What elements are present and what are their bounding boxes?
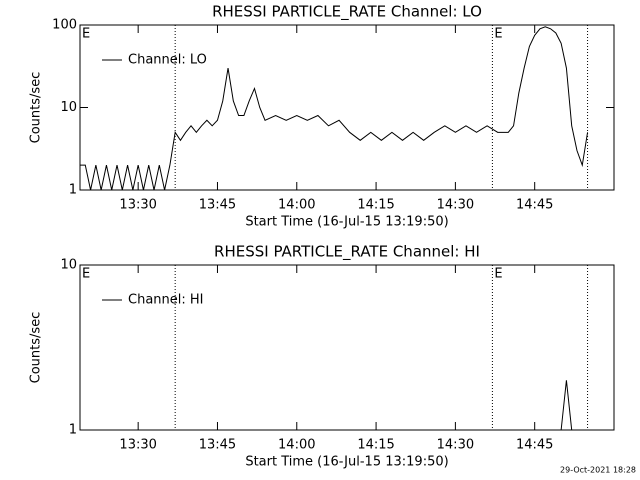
x-tick-label: 14:00: [278, 198, 315, 213]
x-tick-label: 14:30: [437, 198, 474, 213]
y-axis-label: Counts/sec: [29, 72, 44, 144]
footer: 29-Oct-2021 18:28: [560, 466, 636, 475]
x-tick-label: 13:45: [199, 438, 236, 453]
legend-label: Channel: HI: [128, 293, 204, 308]
x-tick-label: 14:45: [516, 438, 553, 453]
x-axis-label: Start Time (16-Jul-15 13:19:50): [245, 455, 448, 470]
y-tick-label: 1: [69, 183, 77, 198]
x-tick-label: 14:00: [278, 438, 315, 453]
x-tick-label: 13:30: [119, 198, 156, 213]
x-axis-label: Start Time (16-Jul-15 13:19:50): [245, 215, 448, 230]
y-axis-label: Counts/sec: [29, 312, 44, 384]
legend-label: Channel: LO: [128, 53, 207, 68]
chart-title: RHESSI PARTICLE_RATE Channel: LO: [212, 3, 482, 22]
y-tick-label: 10: [60, 100, 77, 115]
y-tick-label: 1: [69, 423, 77, 438]
x-tick-label: 14:15: [357, 438, 394, 453]
annotation: E: [82, 27, 90, 42]
x-tick-label: 13:45: [199, 198, 236, 213]
y-tick-label: 10: [60, 258, 77, 273]
x-tick-label: 14:15: [357, 198, 394, 213]
x-tick-label: 14:30: [437, 438, 474, 453]
x-tick-label: 13:30: [119, 438, 156, 453]
annotation: E: [494, 267, 502, 282]
chart-title: RHESSI PARTICLE_RATE Channel: HI: [214, 243, 480, 262]
annotation: E: [82, 267, 90, 282]
x-tick-label: 14:45: [516, 198, 553, 213]
data-line: [80, 26, 589, 191]
y-tick-label: 100: [52, 18, 77, 33]
data-line: [80, 380, 588, 431]
annotation: E: [494, 27, 502, 42]
